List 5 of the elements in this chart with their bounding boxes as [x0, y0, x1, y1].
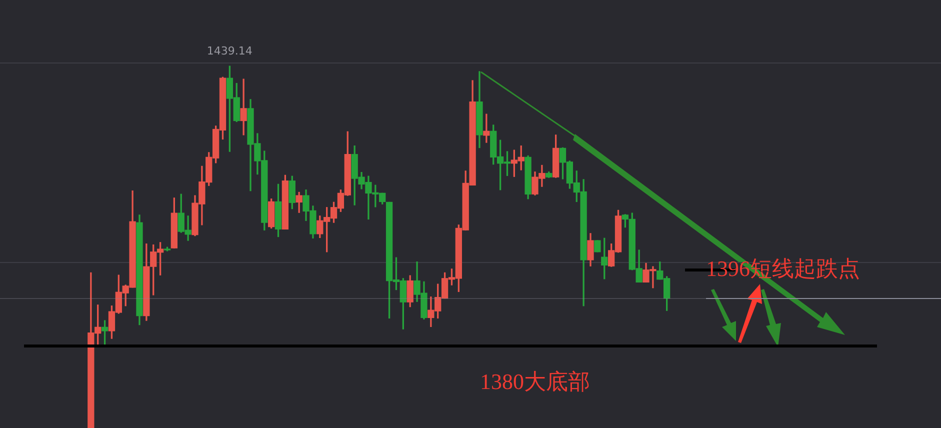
- ref-line-label: 1396短线起跌点: [706, 256, 860, 281]
- candlestick: [483, 114, 490, 143]
- candlestick: [240, 78, 247, 136]
- ref-line-label: 1380大底部: [480, 368, 590, 394]
- annotation: 1439.14: [206, 44, 252, 58]
